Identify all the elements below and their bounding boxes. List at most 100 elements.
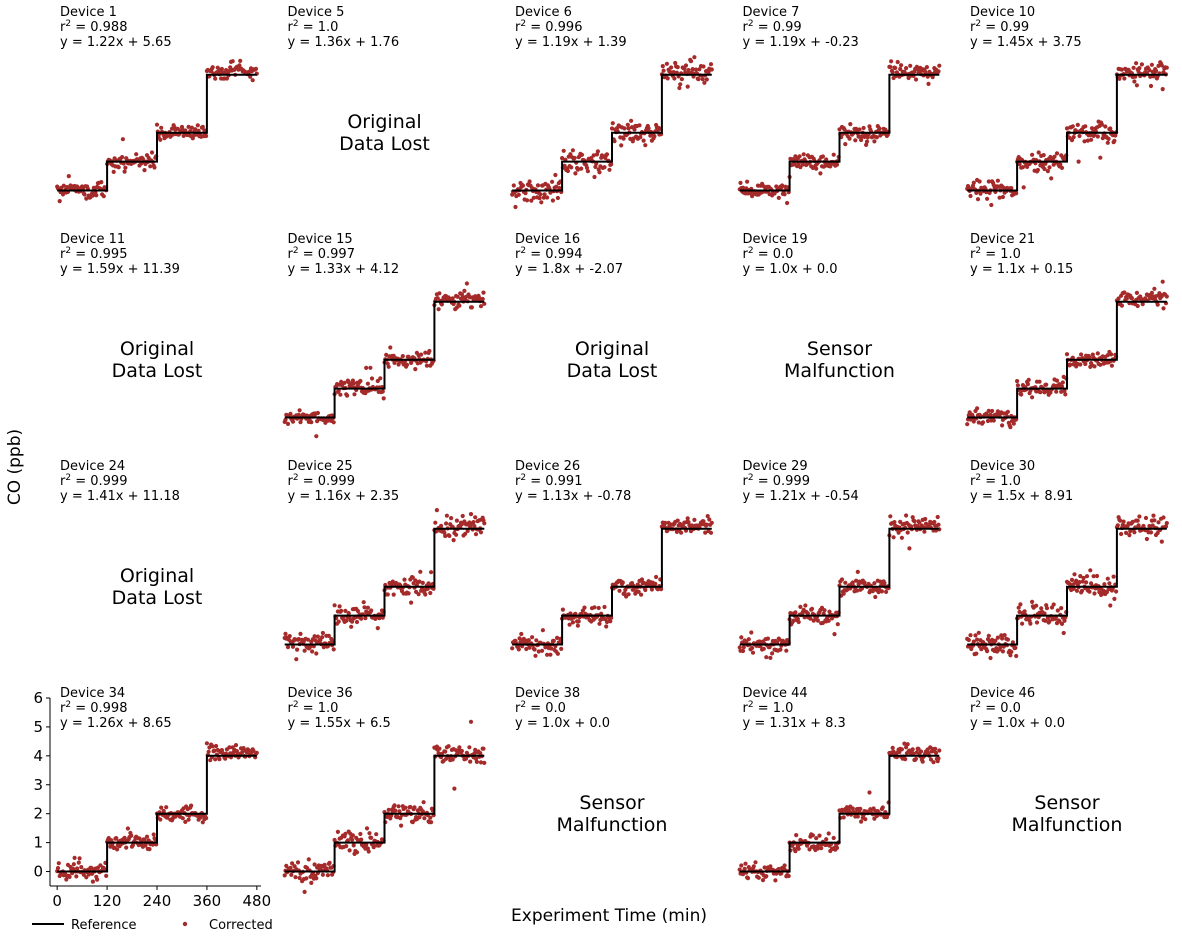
corrected-point bbox=[985, 196, 990, 201]
corrected-point bbox=[1127, 533, 1132, 538]
corrected-point bbox=[472, 524, 477, 529]
corrected-point bbox=[120, 155, 125, 160]
corrected-point bbox=[287, 634, 292, 639]
corrected-point bbox=[834, 845, 840, 851]
corrected-point bbox=[1079, 588, 1085, 594]
panel-status-message: Original bbox=[575, 338, 649, 360]
panel-fit-equation: y = 1.21x + -0.54 bbox=[743, 489, 859, 504]
corrected-point bbox=[1163, 524, 1169, 529]
corrected-point bbox=[560, 607, 566, 612]
panel-device-label: Device 34 bbox=[60, 686, 125, 701]
corrected-point bbox=[454, 518, 459, 523]
corrected-point bbox=[911, 751, 916, 756]
panel-device-label: Device 46 bbox=[970, 686, 1035, 701]
corrected-point bbox=[986, 633, 991, 638]
corrected-point bbox=[899, 63, 904, 68]
corrected-point bbox=[612, 139, 617, 144]
corrected-point bbox=[1042, 390, 1047, 395]
corrected-point bbox=[540, 648, 545, 653]
corrected-point bbox=[403, 805, 408, 810]
corrected-point bbox=[342, 380, 347, 385]
corrected-point bbox=[1058, 162, 1063, 167]
corrected-point bbox=[740, 185, 746, 190]
corrected-point bbox=[90, 193, 95, 198]
corrected-point bbox=[95, 877, 100, 882]
corrected-point bbox=[306, 857, 311, 862]
corrected-point bbox=[402, 577, 407, 582]
corrected-point bbox=[447, 533, 452, 539]
corrected-point bbox=[1099, 122, 1104, 127]
corrected-point bbox=[893, 65, 898, 71]
corrected-point bbox=[678, 82, 683, 87]
corrected-point bbox=[798, 604, 803, 610]
corrected-point bbox=[142, 837, 147, 842]
corrected-point bbox=[435, 296, 440, 301]
corrected-point bbox=[189, 125, 194, 130]
corrected-point bbox=[597, 170, 602, 175]
panel-r2-label: r2 = 0.999 bbox=[743, 473, 810, 489]
corrected-point bbox=[793, 610, 798, 615]
corrected-point bbox=[933, 750, 939, 756]
corrected-point bbox=[874, 135, 880, 140]
corrected-point bbox=[1075, 122, 1080, 127]
corrected-point bbox=[579, 166, 584, 171]
corrected-point bbox=[883, 127, 888, 132]
corrected-point bbox=[345, 393, 350, 398]
corrected-point bbox=[582, 605, 587, 610]
corrected-point bbox=[643, 587, 648, 593]
corrected-point bbox=[926, 81, 931, 86]
corrected-point bbox=[1094, 573, 1100, 579]
corrected-point bbox=[778, 647, 783, 652]
corrected-point bbox=[200, 820, 205, 825]
corrected-point bbox=[1047, 619, 1052, 624]
corrected-point bbox=[786, 873, 791, 879]
corrected-point bbox=[412, 805, 417, 810]
corrected-point bbox=[980, 420, 986, 425]
corrected-point bbox=[1076, 159, 1081, 164]
corrected-point bbox=[284, 863, 289, 869]
corrected-point bbox=[148, 164, 153, 169]
panel-fit-equation: y = 1.13x + -0.78 bbox=[515, 489, 631, 504]
corrected-point bbox=[1022, 609, 1027, 614]
corrected-point bbox=[302, 648, 307, 653]
panel-status-message: Malfunction bbox=[1012, 814, 1123, 836]
corrected-point bbox=[314, 434, 319, 439]
corrected-point bbox=[147, 847, 152, 852]
corrected-point bbox=[702, 80, 707, 85]
corrected-point bbox=[61, 183, 66, 188]
corrected-point bbox=[1009, 186, 1014, 191]
corrected-point bbox=[1139, 62, 1144, 67]
panel-r2-label: r2 = 0.0 bbox=[515, 700, 566, 716]
panel-axes: 0 1 2 3 4 5 6 0 120 240 360 480 bbox=[33, 689, 271, 910]
corrected-point bbox=[841, 815, 846, 820]
corrected-point bbox=[1156, 520, 1161, 525]
y-tick-label: 2 bbox=[33, 805, 43, 823]
corrected-point bbox=[1144, 536, 1149, 542]
corrected-point bbox=[872, 816, 877, 821]
corrected-point bbox=[320, 635, 325, 640]
corrected-point bbox=[310, 649, 315, 654]
corrected-point bbox=[413, 367, 418, 372]
panel-device-label: Device 19 bbox=[743, 232, 808, 247]
corrected-point bbox=[540, 628, 546, 633]
corrected-point bbox=[622, 126, 627, 131]
corrected-point bbox=[817, 833, 822, 838]
panel-status-message: Malfunction bbox=[557, 814, 668, 836]
corrected-point bbox=[791, 618, 796, 623]
corrected-point bbox=[290, 419, 296, 424]
corrected-point bbox=[782, 863, 787, 868]
corrected-point bbox=[764, 874, 769, 879]
corrected-point bbox=[427, 348, 432, 354]
corrected-point bbox=[855, 569, 860, 575]
corrected-point bbox=[429, 820, 434, 825]
corrected-point bbox=[796, 619, 801, 625]
panel-device-5: Device 5r2 = 1.0y = 1.36x + 1.76 Original… bbox=[288, 5, 430, 155]
corrected-point bbox=[149, 150, 155, 155]
corrected-point bbox=[1164, 294, 1169, 299]
corrected-point bbox=[570, 620, 576, 625]
corrected-point bbox=[1008, 425, 1013, 430]
corrected-point bbox=[665, 76, 670, 81]
panel-status-message: Original bbox=[120, 565, 194, 587]
corrected-point bbox=[859, 819, 864, 824]
